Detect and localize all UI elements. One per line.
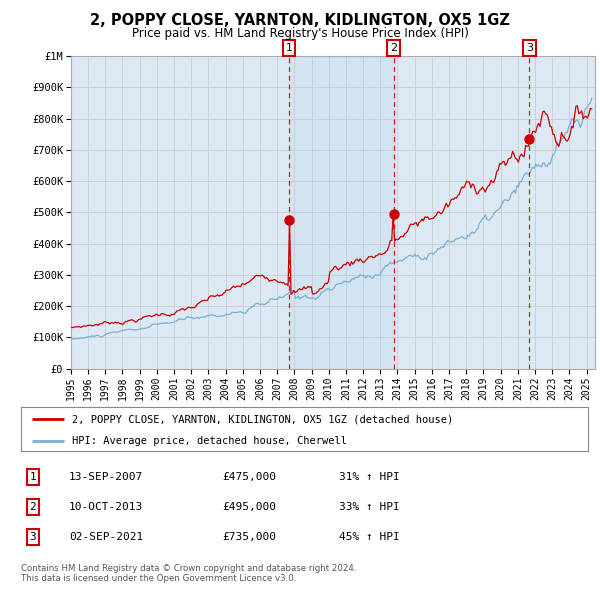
Text: 13-SEP-2007: 13-SEP-2007 — [69, 472, 143, 482]
Text: £495,000: £495,000 — [222, 502, 276, 512]
Text: 2, POPPY CLOSE, YARNTON, KIDLINGTON, OX5 1GZ: 2, POPPY CLOSE, YARNTON, KIDLINGTON, OX5… — [90, 13, 510, 28]
Text: HPI: Average price, detached house, Cherwell: HPI: Average price, detached house, Cher… — [72, 436, 347, 445]
Text: 10-OCT-2013: 10-OCT-2013 — [69, 502, 143, 512]
Text: 2, POPPY CLOSE, YARNTON, KIDLINGTON, OX5 1GZ (detached house): 2, POPPY CLOSE, YARNTON, KIDLINGTON, OX5… — [72, 414, 453, 424]
Text: 45% ↑ HPI: 45% ↑ HPI — [339, 532, 400, 542]
Text: 31% ↑ HPI: 31% ↑ HPI — [339, 472, 400, 482]
Text: £735,000: £735,000 — [222, 532, 276, 542]
Text: 3: 3 — [526, 43, 533, 53]
Text: £475,000: £475,000 — [222, 472, 276, 482]
Text: Price paid vs. HM Land Registry's House Price Index (HPI): Price paid vs. HM Land Registry's House … — [131, 27, 469, 40]
Text: Contains HM Land Registry data © Crown copyright and database right 2024.
This d: Contains HM Land Registry data © Crown c… — [21, 563, 356, 583]
Text: 2: 2 — [29, 502, 37, 512]
Bar — [289, 56, 394, 369]
Text: 02-SEP-2021: 02-SEP-2021 — [69, 532, 143, 542]
Text: 33% ↑ HPI: 33% ↑ HPI — [339, 502, 400, 512]
Text: 1: 1 — [29, 472, 37, 482]
Text: 1: 1 — [286, 43, 293, 53]
Text: 3: 3 — [29, 532, 37, 542]
Text: 2: 2 — [390, 43, 397, 53]
